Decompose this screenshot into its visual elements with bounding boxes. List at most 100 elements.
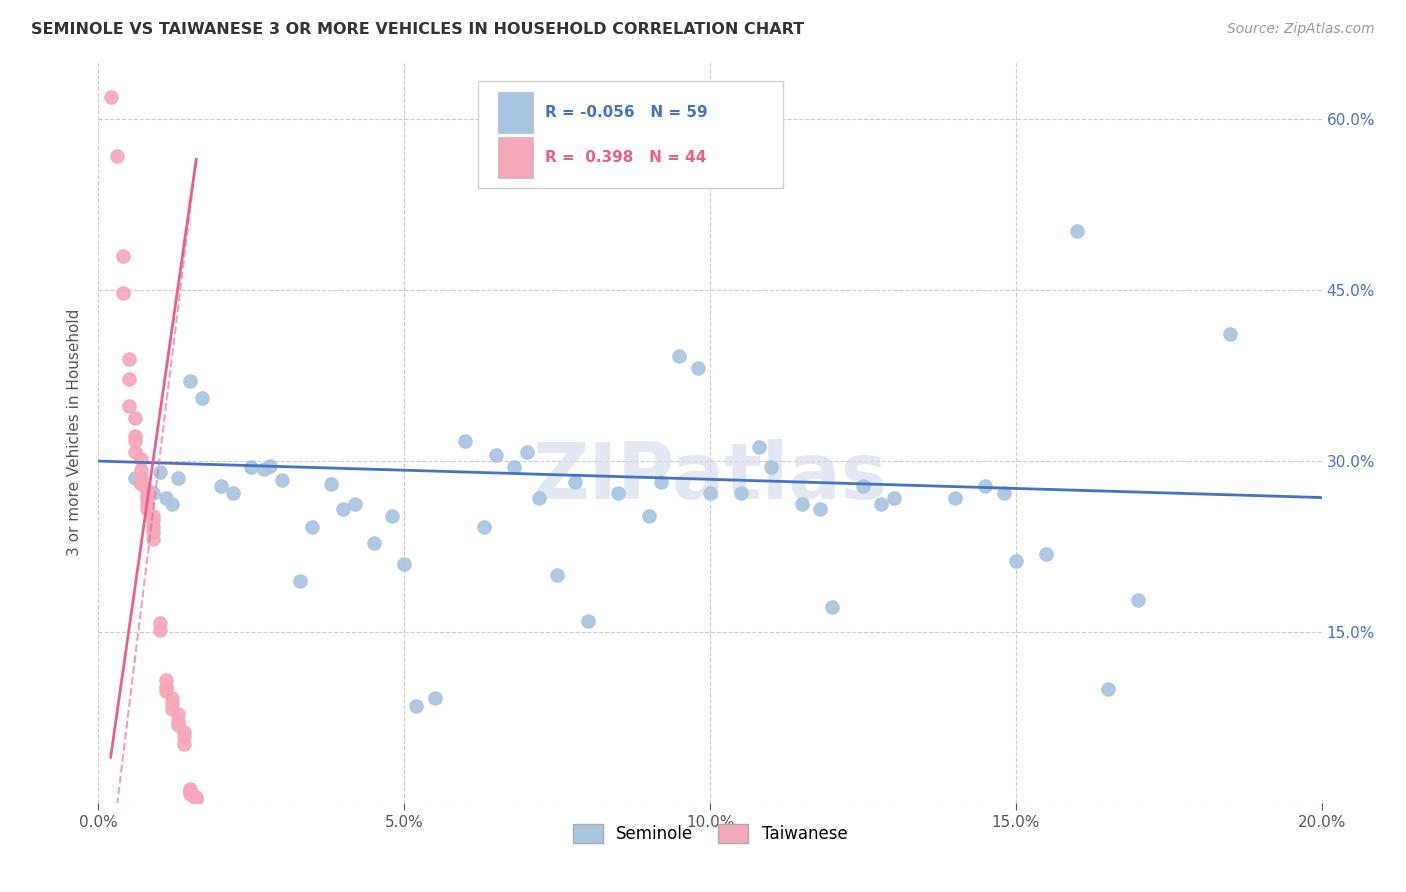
Point [576, 614, 599, 628]
Point [290, 574, 312, 588]
FancyBboxPatch shape [498, 136, 533, 178]
Point [136, 483, 159, 497]
Point [118, 372, 141, 386]
Point [209, 479, 232, 493]
Point [173, 737, 195, 751]
Point [142, 513, 165, 527]
Point [637, 508, 661, 523]
Point [1097, 681, 1119, 696]
Point [160, 497, 183, 511]
Point [191, 392, 214, 406]
Point [124, 410, 146, 425]
Text: ZIPatlas: ZIPatlas [533, 439, 887, 515]
Point [136, 488, 159, 502]
Point [546, 568, 568, 582]
Text: SEMINOLE VS TAIWANESE 3 OR MORE VEHICLES IN HOUSEHOLD CORRELATION CHART: SEMINOLE VS TAIWANESE 3 OR MORE VEHICLES… [31, 22, 804, 37]
Point [270, 474, 292, 488]
Point [392, 557, 416, 571]
Point [124, 434, 146, 448]
Point [993, 486, 1015, 500]
Point [136, 491, 159, 505]
Point [124, 445, 146, 459]
Point [142, 520, 165, 534]
Point [454, 434, 477, 448]
Point [124, 429, 146, 443]
Point [129, 471, 152, 485]
Point [381, 508, 404, 523]
Point [1004, 554, 1026, 568]
Point [111, 249, 134, 263]
Point [167, 706, 190, 721]
Legend: Seminole, Taiwanese: Seminole, Taiwanese [567, 817, 853, 850]
Point [1035, 548, 1057, 562]
Point [142, 508, 165, 523]
Point [129, 475, 152, 489]
Point [808, 502, 831, 516]
Point [149, 615, 172, 630]
Point [222, 486, 245, 500]
Point [650, 475, 672, 489]
Point [186, 792, 208, 806]
Point [564, 475, 586, 489]
Point [259, 458, 281, 473]
Point [142, 486, 165, 500]
Point [186, 790, 208, 805]
Text: R =  0.398   N = 44: R = 0.398 N = 44 [546, 150, 706, 165]
FancyBboxPatch shape [498, 93, 533, 133]
Point [173, 730, 195, 744]
Point [149, 623, 172, 637]
Point [423, 691, 446, 706]
Point [129, 476, 152, 491]
Point [301, 520, 323, 534]
Point [759, 459, 782, 474]
Point [179, 787, 201, 801]
Point [1066, 224, 1088, 238]
Point [160, 702, 183, 716]
Point [155, 673, 177, 687]
Point [129, 463, 152, 477]
Point [472, 520, 495, 534]
Point [748, 441, 770, 455]
Point [129, 451, 152, 466]
Point [503, 459, 526, 474]
Point [883, 491, 905, 505]
Point [1128, 593, 1150, 607]
Point [319, 476, 342, 491]
Point [516, 445, 538, 459]
Point [118, 351, 141, 366]
Point [124, 471, 146, 485]
Point [668, 349, 690, 363]
Text: Source: ZipAtlas.com: Source: ZipAtlas.com [1227, 22, 1375, 37]
Point [155, 680, 177, 694]
Point [943, 491, 966, 505]
Point [167, 718, 190, 732]
Point [155, 491, 177, 505]
Point [167, 471, 190, 485]
Point [527, 491, 550, 505]
Point [179, 784, 201, 798]
Point [167, 714, 190, 728]
Point [852, 479, 875, 493]
FancyBboxPatch shape [478, 81, 783, 188]
Point [405, 698, 427, 713]
Point [160, 696, 183, 710]
Point [100, 89, 122, 103]
Point [136, 497, 159, 511]
Point [252, 462, 274, 476]
Point [730, 486, 752, 500]
Y-axis label: 3 or more Vehicles in Household: 3 or more Vehicles in Household [67, 309, 83, 557]
Point [790, 497, 813, 511]
Point [332, 502, 354, 516]
Point [485, 449, 508, 463]
Point [179, 375, 201, 389]
Point [136, 502, 159, 516]
Point [179, 782, 201, 797]
Point [142, 524, 165, 539]
Point [142, 532, 165, 546]
Point [699, 486, 721, 500]
Text: R = -0.056   N = 59: R = -0.056 N = 59 [546, 105, 707, 120]
Point [105, 149, 128, 163]
Point [870, 497, 893, 511]
Point [363, 536, 385, 550]
Point [607, 486, 630, 500]
